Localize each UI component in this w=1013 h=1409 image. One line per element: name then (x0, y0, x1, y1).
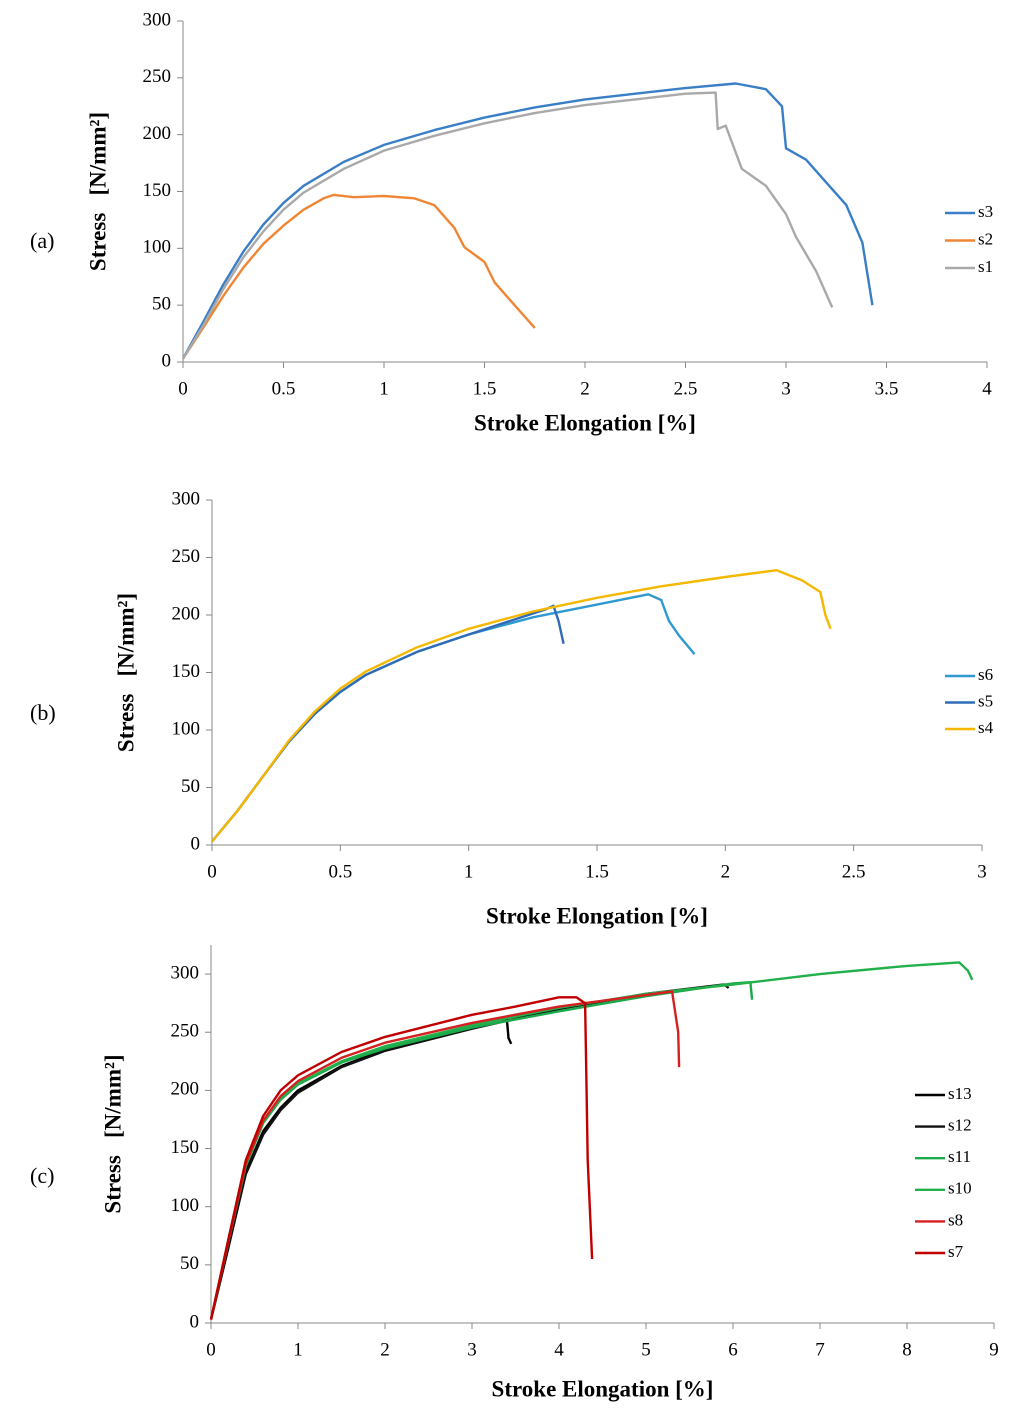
x-tick-label: 0 (206, 1339, 216, 1360)
legend-label: s10 (948, 1179, 972, 1198)
x-tick-label: 9 (989, 1339, 999, 1360)
x-tick-label: 2 (380, 1339, 390, 1360)
x-tick-label: 2 (580, 378, 590, 399)
y-tick-label: 100 (172, 718, 201, 739)
panel-label: (c) (30, 1163, 54, 1188)
data-line (211, 593, 696, 843)
y-tick-label: 50 (181, 776, 200, 797)
x-tick-label: 3 (977, 861, 987, 882)
y-axis-title: Stress [N/mm²] (85, 112, 110, 271)
y-tick-label: 100 (171, 1195, 200, 1216)
legend-label: s12 (948, 1116, 972, 1135)
y-tick-label: 0 (190, 1311, 200, 1332)
data-line (181, 193, 536, 360)
x-tick-label: 3 (467, 1339, 477, 1360)
x-tick-label: 2 (721, 861, 731, 882)
x-tick-label: 1 (293, 1339, 303, 1360)
x-tick-label: 1.5 (585, 861, 609, 882)
y-tick-label: 150 (172, 661, 201, 682)
y-axis-title: Stress [N/mm²] (113, 593, 138, 752)
y-tick-label: 200 (143, 123, 172, 144)
y-tick-label: 250 (171, 1021, 200, 1042)
x-tick-label: 1.5 (473, 378, 497, 399)
legend-label: s4 (978, 718, 994, 737)
x-axis-title: Stroke Elongation [%] (474, 410, 696, 435)
legend-label: s11 (948, 1147, 971, 1166)
data-line (209, 996, 594, 1320)
x-tick-label: 8 (902, 1339, 912, 1360)
legend-label: s5 (978, 691, 993, 710)
y-tick-label: 200 (171, 1079, 200, 1100)
x-tick-label: 2.5 (674, 378, 698, 399)
x-tick-label: 5 (641, 1339, 651, 1360)
data-line (181, 82, 874, 360)
y-tick-label: 200 (172, 603, 201, 624)
x-axis-title: Stroke Elongation [%] (492, 1376, 714, 1401)
legend-label: s2 (978, 229, 993, 248)
data-line (209, 990, 681, 1320)
y-tick-label: 50 (152, 294, 171, 315)
y-tick-label: 150 (171, 1137, 200, 1158)
y-tick-label: 250 (143, 66, 172, 87)
legend-label: s1 (978, 257, 993, 276)
y-tick-label: 50 (180, 1253, 199, 1274)
x-tick-label: 0 (178, 378, 188, 399)
x-tick-label: 3 (781, 378, 791, 399)
data-line (211, 604, 565, 843)
y-tick-label: 250 (172, 546, 201, 567)
x-tick-label: 0 (207, 861, 217, 882)
panel-label: (a) (30, 228, 54, 253)
x-tick-label: 3.5 (875, 378, 899, 399)
data-line (181, 91, 834, 360)
data-line (209, 1017, 513, 1320)
y-tick-label: 100 (143, 237, 172, 258)
legend-label: s13 (948, 1084, 972, 1103)
x-tick-label: 6 (728, 1339, 738, 1360)
data-line (209, 981, 754, 1320)
x-tick-label: 2.5 (842, 861, 866, 882)
x-tick-label: 4 (982, 378, 992, 399)
x-tick-label: 1 (464, 861, 474, 882)
y-tick-label: 300 (171, 962, 200, 983)
legend-label: s6 (978, 665, 993, 684)
x-tick-label: 0.5 (328, 861, 352, 882)
y-tick-label: 0 (162, 350, 172, 371)
y-tick-label: 300 (172, 488, 201, 509)
x-axis-title: Stroke Elongation [%] (486, 903, 708, 928)
data-line (209, 961, 974, 1320)
legend-label: s7 (948, 1242, 964, 1261)
data-line (211, 569, 832, 843)
y-tick-label: 0 (191, 833, 201, 854)
y-tick-label: 150 (143, 180, 172, 201)
x-tick-label: 1 (379, 378, 389, 399)
x-tick-label: 4 (554, 1339, 564, 1360)
x-tick-label: 0.5 (272, 378, 296, 399)
data-line (209, 983, 730, 1320)
legend-label: s3 (978, 202, 993, 221)
y-tick-label: 300 (143, 9, 172, 30)
y-axis-title: Stress [N/mm²] (100, 1054, 125, 1213)
x-tick-label: 7 (815, 1339, 825, 1360)
legend-label: s8 (948, 1210, 963, 1229)
panel-label: (b) (30, 700, 56, 725)
